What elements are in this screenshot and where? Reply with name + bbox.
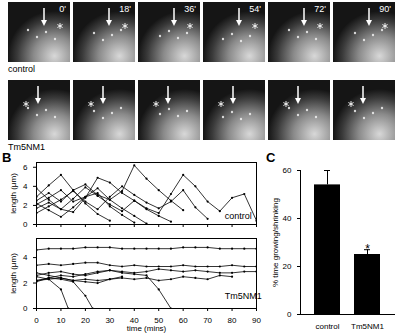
svg-text:Tm5NM1: Tm5NM1: [8, 142, 45, 152]
svg-text:control: control: [315, 322, 339, 331]
svg-text:18': 18': [119, 4, 131, 14]
html-text:C: C: [266, 150, 276, 165]
svg-text:0: 0: [287, 310, 292, 319]
svg-text:10: 10: [56, 316, 65, 325]
svg-text:72': 72': [314, 4, 326, 14]
html-text:B: B: [2, 150, 12, 165]
svg-text:Tm5NM1: Tm5NM1: [351, 322, 384, 331]
svg-text:50: 50: [154, 316, 164, 326]
svg-text:36': 36': [184, 4, 196, 14]
svg-text:4: 4: [23, 182, 28, 191]
svg-text:*: *: [365, 242, 370, 256]
svg-text:40: 40: [283, 214, 292, 223]
svg-text:0: 0: [23, 220, 28, 229]
svg-text:54': 54': [249, 4, 261, 14]
svg-text:60: 60: [179, 316, 188, 325]
svg-text:20: 20: [81, 316, 90, 325]
svg-text:80: 80: [228, 316, 237, 325]
svg-text:20: 20: [283, 262, 292, 271]
svg-text:30: 30: [105, 316, 114, 325]
svg-text:time (mins): time (mins): [127, 324, 167, 333]
svg-text:length (μm): length (μm): [9, 253, 18, 294]
svg-text:0: 0: [34, 316, 39, 325]
svg-text:40: 40: [129, 316, 139, 326]
svg-text:0: 0: [23, 304, 28, 313]
svg-text:length (μm): length (μm): [9, 173, 18, 214]
svg-text:90': 90': [379, 4, 391, 14]
svg-text:2: 2: [23, 201, 28, 210]
svg-text:90: 90: [252, 316, 261, 325]
svg-text:% time growing/shrinking: % time growing/shrinking: [271, 198, 280, 287]
svg-text:2: 2: [23, 279, 28, 288]
svg-text:0': 0': [59, 4, 66, 14]
svg-text:control: control: [225, 211, 252, 221]
svg-text:4: 4: [23, 253, 28, 262]
svg-text:70: 70: [203, 316, 212, 325]
svg-text:Tm5NM1: Tm5NM1: [225, 291, 262, 301]
svg-text:6: 6: [23, 163, 28, 172]
svg-text:60: 60: [283, 166, 292, 175]
svg-text:control: control: [8, 64, 35, 74]
